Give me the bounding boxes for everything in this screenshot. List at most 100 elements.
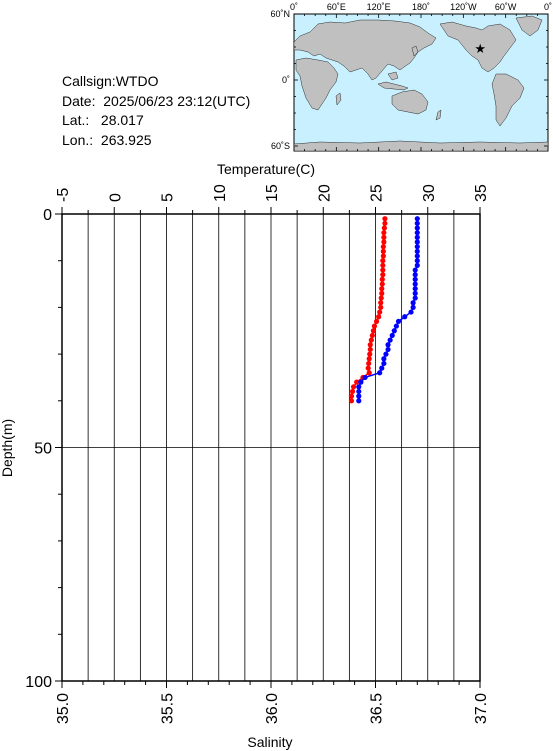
temperature-data-point (377, 309, 383, 315)
station-info: Callsign:WTDO Date: 2025/06/23 23:12(UTC… (62, 72, 250, 150)
indonesia-islands (377, 81, 409, 91)
temperature-ticks: -5 0 5 10 15 20 25 30 35 (55, 184, 490, 214)
map-lon-label: 120˚E (367, 2, 391, 12)
temperature-data-point (366, 370, 372, 376)
temperature-tick-label: -5 (55, 188, 72, 202)
temperature-data-point (380, 248, 386, 254)
depth-ticks: 0 50 100 (25, 207, 62, 691)
temperature-data-point (368, 337, 374, 343)
temperature-data-point (382, 220, 388, 226)
map-lon-label: 60˚E (327, 2, 346, 12)
latitude-text: Lat.: 28.017 (62, 112, 144, 128)
salinity-axis-label: Salinity (247, 734, 292, 750)
temperature-tick-label: 10 (212, 184, 229, 202)
salinity-data-point (414, 216, 420, 222)
australia-landmass (391, 89, 429, 115)
temperature-data-point (365, 365, 371, 371)
salinity-data-point (410, 304, 416, 310)
salinity-tick-label: 36.5 (369, 693, 386, 724)
depth-tick-label: 50 (34, 441, 52, 458)
temperature-data-point (379, 276, 385, 282)
salinity-data-point (414, 225, 420, 231)
new-zealand-islands (435, 109, 442, 121)
salinity-data-point (412, 267, 418, 273)
map-lat-label: 60˚S (271, 141, 290, 151)
madagascar-landmass (335, 92, 342, 106)
salinity-data-point (391, 328, 397, 334)
temperature-data-point (381, 234, 387, 240)
temperature-data-point (367, 346, 373, 353)
salinity-data-point (414, 220, 420, 226)
salinity-data-point (377, 370, 383, 376)
temperature-data-point (378, 300, 384, 306)
temperature-data-point (380, 253, 386, 259)
salinity-data-point (408, 309, 414, 315)
salinity-data-point (410, 300, 416, 306)
temperature-data-point (367, 342, 373, 348)
map-ticks (293, 13, 549, 151)
salinity-data-point (412, 281, 418, 287)
salinity-data-point (356, 384, 362, 390)
salinity-ticks: 35.0 35.5 36.0 36.5 37.0 (55, 681, 490, 724)
map-latitude-labels: 60˚N 0˚ 60˚S (270, 9, 290, 151)
salinity-data-point (385, 346, 391, 353)
salinity-data-point (412, 290, 418, 296)
temperature-data-point (380, 262, 386, 268)
salinity-tick-label: 35.5 (160, 693, 177, 724)
temperature-tick-label: 0 (107, 193, 124, 202)
temperature-tick-label: 30 (421, 184, 438, 202)
plot-grid (62, 214, 480, 681)
temperature-data-point (366, 360, 372, 367)
profile-plot: -5 0 5 10 15 20 25 30 35 35.0 35.5 36.0 36.5 37.0 05… (0, 161, 490, 750)
temperature-tick-label: 25 (369, 184, 386, 202)
temperature-data-point (382, 216, 388, 222)
salinity-data-point (412, 286, 418, 292)
depth-tick-label: 0 (43, 207, 52, 224)
africa-landmass (295, 57, 339, 111)
salinity-data-point (389, 332, 395, 339)
temperature-data-point (381, 225, 387, 231)
salinity-data-point (414, 258, 420, 264)
temperature-data-point (378, 295, 384, 301)
salinity-tick-label: 37.0 (473, 693, 490, 724)
temperature-data-point (379, 290, 385, 296)
salinity-data-point (379, 365, 385, 371)
temperature-data-point (381, 230, 387, 236)
salinity-data-point (356, 393, 362, 399)
salinity-data-point (414, 234, 420, 240)
temperature-data-point (371, 323, 378, 329)
temperature-data-point (378, 304, 384, 310)
temperature-tick-label: 20 (316, 184, 333, 202)
map-lon-label: 60˚W (495, 2, 517, 12)
temperature-data-point (380, 258, 386, 264)
temperature-data-point (373, 318, 380, 325)
salinity-tick-label: 36.0 (264, 693, 281, 724)
world-map: 0˚ 60˚E 120˚E 180˚ 120˚W 60˚W 0˚ 60˚N 0˚… (270, 2, 552, 152)
station-star-marker: ★ (474, 41, 486, 56)
salinity-data-point (387, 337, 393, 343)
temperature-data-point (370, 328, 377, 334)
map-land (293, 15, 549, 152)
salinity-data-point (402, 314, 408, 320)
temperature-tick-label: 5 (160, 193, 177, 202)
borneo-island (387, 71, 399, 81)
salinity-data-point (393, 323, 399, 329)
salinity-data-point (412, 295, 418, 301)
greenland-landmass (515, 15, 543, 37)
eurasia-landmass (293, 19, 437, 81)
salinity-tick-label: 35.0 (55, 693, 72, 724)
salinity-data-point (414, 239, 420, 245)
temperature-axis-label: Temperature(C) (217, 161, 315, 177)
salinity-data-point (414, 253, 420, 259)
temperature-data-point (379, 281, 385, 287)
salinity-data-point (358, 379, 364, 385)
temperature-data-point (380, 244, 386, 250)
map-lon-label: 120˚W (450, 2, 477, 12)
map-lat-label: 60˚N (270, 9, 290, 19)
temperature-data-point (354, 379, 360, 385)
temperature-data-point (380, 272, 386, 278)
temperature-data-point (376, 314, 382, 320)
salinity-data-point (414, 244, 420, 250)
temperature-data-point (369, 332, 375, 339)
map-lon-label: 180˚ (412, 2, 430, 12)
